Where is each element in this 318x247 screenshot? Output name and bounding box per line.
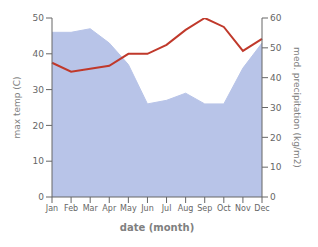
svg-text:Dec: Dec	[254, 204, 269, 213]
svg-text:Oct: Oct	[217, 204, 231, 213]
svg-text:60: 60	[270, 13, 282, 23]
svg-text:30: 30	[270, 103, 282, 113]
svg-text:date (month): date (month)	[120, 222, 194, 233]
svg-text:50: 50	[33, 13, 45, 23]
svg-text:40: 40	[270, 73, 282, 83]
svg-text:Sep: Sep	[197, 204, 212, 213]
svg-text:Nov: Nov	[235, 204, 251, 213]
svg-text:med. precipitation (kg/m2): med. precipitation (kg/m2)	[292, 47, 302, 168]
svg-text:max temp (C): max temp (C)	[12, 76, 22, 138]
svg-text:Apr: Apr	[102, 204, 117, 213]
svg-text:20: 20	[33, 121, 45, 131]
svg-text:10: 10	[270, 162, 282, 172]
svg-text:Jul: Jul	[161, 204, 172, 213]
svg-text:30: 30	[33, 85, 45, 95]
svg-text:Mar: Mar	[83, 204, 99, 213]
svg-text:Jan: Jan	[45, 204, 58, 213]
svg-text:Aug: Aug	[178, 204, 194, 213]
svg-text:10: 10	[33, 156, 45, 166]
svg-text:50: 50	[270, 43, 282, 53]
svg-text:Jun: Jun	[140, 204, 154, 213]
svg-text:0: 0	[270, 192, 276, 202]
svg-text:20: 20	[270, 133, 282, 143]
svg-text:Feb: Feb	[64, 204, 78, 213]
svg-text:0: 0	[38, 192, 44, 202]
svg-text:40: 40	[33, 49, 45, 59]
svg-text:May: May	[120, 204, 137, 213]
